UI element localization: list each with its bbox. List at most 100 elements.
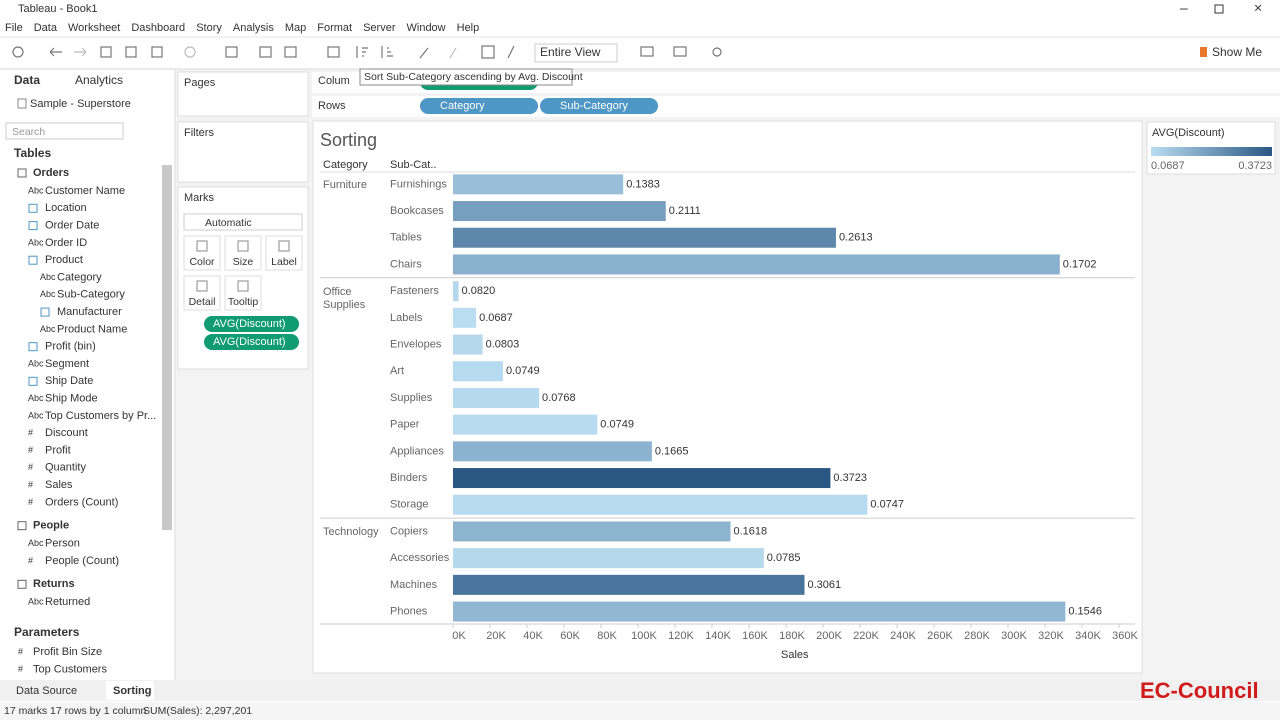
sheet-tab[interactable] [106, 681, 154, 700]
mark-button-label[interactable]: Color [189, 256, 215, 268]
rows-pill[interactable] [420, 98, 538, 114]
field[interactable]: Manufacturer [57, 306, 122, 318]
field[interactable]: Product Name [57, 323, 127, 335]
mark-type-value[interactable]: Automatic [205, 217, 252, 229]
field[interactable]: Order Date [45, 220, 99, 232]
menu-item[interactable]: Data [34, 22, 58, 34]
bar[interactable] [453, 548, 764, 569]
bar[interactable] [453, 227, 836, 248]
mark-button-label[interactable]: Detail [189, 296, 216, 308]
field[interactable]: Top Customers by Pr... [45, 410, 156, 422]
field[interactable]: Ship Mode [45, 393, 98, 405]
field[interactable]: Location [45, 202, 87, 214]
field[interactable]: Segment [45, 358, 89, 370]
menu-item[interactable]: File [5, 22, 23, 34]
table-name[interactable]: Returns [33, 578, 75, 590]
show-me[interactable]: Show Me [1212, 45, 1262, 59]
menu-item[interactable]: Format [317, 22, 352, 34]
table-name[interactable]: People [33, 520, 69, 532]
rows-pill-text[interactable]: Sub-Category [560, 100, 628, 112]
bar[interactable] [453, 174, 624, 195]
data-source-tab[interactable]: Data Source [16, 685, 77, 697]
menu-item[interactable]: Story [196, 22, 222, 34]
data-source[interactable]: Sample - Superstore [30, 98, 131, 110]
maximize[interactable] [1214, 4, 1224, 14]
marks-pill-text[interactable]: AVG(Discount) [213, 336, 286, 348]
field[interactable]: Sub-Category [57, 289, 125, 301]
sheet-tab-label[interactable]: Sorting [113, 685, 152, 697]
x-tick-label: 120K [668, 630, 694, 642]
marks-pill[interactable] [204, 334, 299, 350]
bar[interactable] [453, 281, 459, 302]
sub-category: Bookcases [390, 205, 444, 217]
mark-button[interactable] [265, 235, 303, 271]
row-header: Sub-Cat.. [390, 159, 436, 171]
bar[interactable] [453, 254, 1060, 275]
field[interactable]: Person [45, 538, 80, 550]
marks-pill[interactable] [204, 316, 299, 332]
mark-button[interactable] [183, 275, 221, 311]
parameter[interactable]: Profit Bin Size [33, 646, 102, 658]
bar[interactable] [453, 441, 652, 462]
bar[interactable] [453, 334, 483, 355]
bar[interactable] [453, 307, 477, 328]
bar[interactable] [453, 574, 805, 595]
bar[interactable] [453, 494, 868, 515]
mark-type[interactable] [183, 213, 303, 231]
bar[interactable] [453, 414, 598, 435]
mark-button-label[interactable]: Size [233, 256, 254, 268]
menu-item[interactable]: Analysis [233, 22, 274, 34]
minimize[interactable]: – [1180, 0, 1188, 16]
mark-button[interactable] [183, 235, 221, 271]
field[interactable]: Discount [45, 427, 88, 439]
bar[interactable] [453, 468, 831, 489]
close[interactable]: × [1254, 0, 1262, 16]
mark-button-label[interactable]: Tooltip [228, 296, 259, 308]
menu-item[interactable]: Dashboard [131, 22, 185, 34]
bar[interactable] [453, 361, 503, 382]
menu-item[interactable]: Window [407, 22, 446, 34]
mark-button[interactable] [224, 235, 262, 271]
mark-button-label[interactable]: Label [271, 256, 297, 268]
sub-category: Labels [390, 312, 423, 324]
field[interactable]: Profit (bin) [45, 341, 96, 353]
data-tab[interactable]: Data [14, 73, 40, 87]
field-icon: Abc [40, 324, 56, 334]
bar[interactable] [453, 387, 540, 408]
field[interactable]: Customer Name [45, 185, 125, 197]
fit-dropdown[interactable] [534, 43, 618, 63]
field[interactable]: Sales [45, 479, 73, 491]
marks-pill-text[interactable]: AVG(Discount) [213, 318, 286, 330]
field[interactable]: Orders (Count) [45, 496, 118, 508]
sub-category: Phones [390, 605, 428, 617]
tables-heading: Tables [14, 146, 51, 160]
analytics-tab[interactable]: Analytics [75, 73, 123, 87]
menu-item[interactable]: Server [363, 22, 396, 34]
mark-button[interactable] [224, 275, 262, 311]
menu-item[interactable]: Worksheet [68, 22, 120, 34]
menu-item[interactable]: Map [285, 22, 306, 34]
bar[interactable] [453, 201, 666, 222]
field[interactable]: Returned [45, 596, 90, 608]
field[interactable]: Order ID [45, 237, 87, 249]
menu-item[interactable]: Help [457, 22, 480, 34]
rows-pill[interactable] [540, 98, 658, 114]
fit-value[interactable]: Entire View [540, 45, 601, 59]
field[interactable]: People (Count) [45, 555, 119, 567]
marks-title: Marks [184, 192, 214, 204]
parameter[interactable]: Top Customers [33, 663, 107, 675]
search-box[interactable] [5, 122, 124, 140]
field[interactable]: Ship Date [45, 375, 93, 387]
field[interactable]: Product [45, 254, 83, 266]
field[interactable]: Quantity [45, 462, 86, 474]
field[interactable]: Category [57, 271, 102, 283]
bar[interactable] [453, 521, 731, 542]
mark-button-icon [237, 240, 249, 252]
bar[interactable] [453, 601, 1066, 622]
table-name[interactable]: Orders [33, 167, 69, 179]
rows-pill-text[interactable]: Category [440, 100, 485, 112]
sub-category: Envelopes [390, 338, 442, 350]
field[interactable]: Profit [45, 444, 71, 456]
x-tick-label: 140K [705, 630, 731, 642]
search-placeholder[interactable]: Search [12, 126, 45, 138]
